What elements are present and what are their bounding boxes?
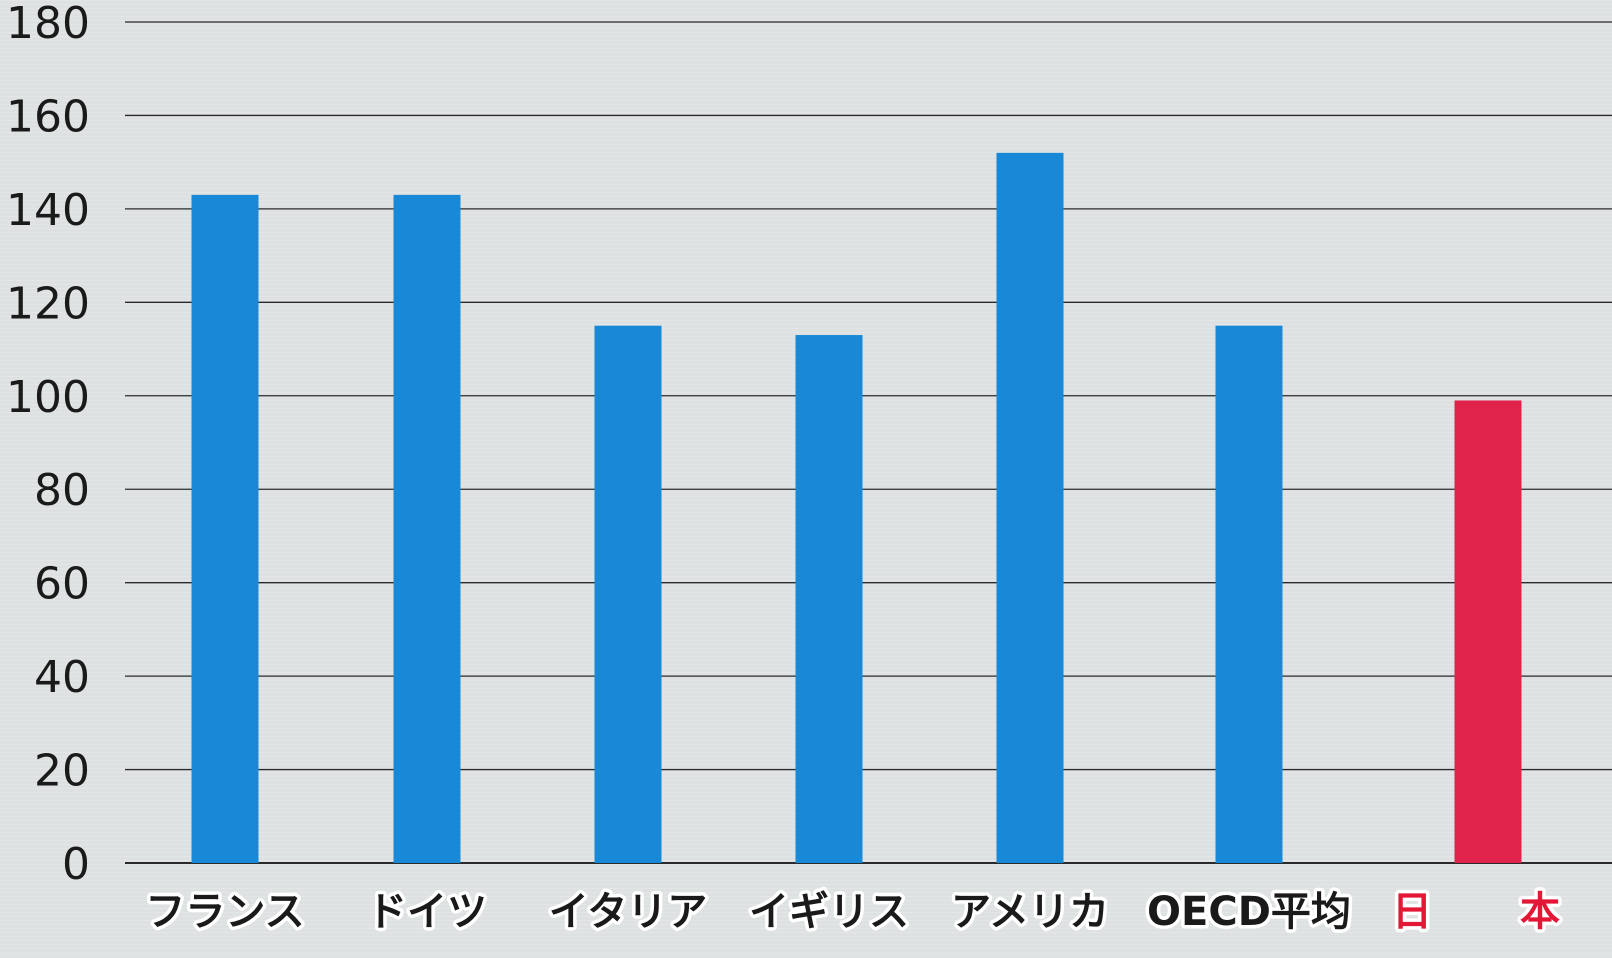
y-tick-label: 140	[6, 185, 90, 236]
bar-1	[191, 194, 259, 864]
y-tick-label: 40	[34, 652, 90, 703]
y-axis-ticks: 0 20 40 60 80 100 120 140 160 180	[6, 0, 90, 890]
y-tick-label: 160	[6, 91, 90, 142]
y-tick-label: 20	[34, 746, 90, 797]
y-tick-label: 120	[6, 278, 90, 329]
x-axis-ticks: フランス ドイツ イタリア イギリス アメリカ OECD平均日 本	[142, 886, 1584, 939]
bars	[191, 152, 1522, 864]
x-tick-label: イタリア	[549, 889, 707, 935]
bar-2	[393, 194, 461, 864]
x-tick-label: OECD平均	[1147, 889, 1351, 935]
gridlines	[125, 21, 1612, 864]
bar-3	[594, 325, 662, 863]
bar-4	[795, 335, 863, 863]
x-tick-label: アメリカ	[951, 889, 1109, 935]
y-tick-label: 100	[6, 372, 90, 423]
x-tick-label: 日 本	[1392, 889, 1584, 935]
y-tick-label: 80	[34, 465, 90, 516]
y-tick-label: 0	[62, 839, 90, 890]
bar-6	[1215, 325, 1283, 863]
x-tick-label: イギリス	[749, 889, 909, 935]
y-tick-label: 180	[6, 0, 90, 49]
bar-5	[996, 152, 1064, 864]
y-tick-label: 60	[34, 559, 90, 610]
x-tick-label: フランス	[145, 889, 304, 935]
bar-7	[1454, 400, 1522, 863]
x-tick-label: ドイツ	[367, 889, 487, 935]
